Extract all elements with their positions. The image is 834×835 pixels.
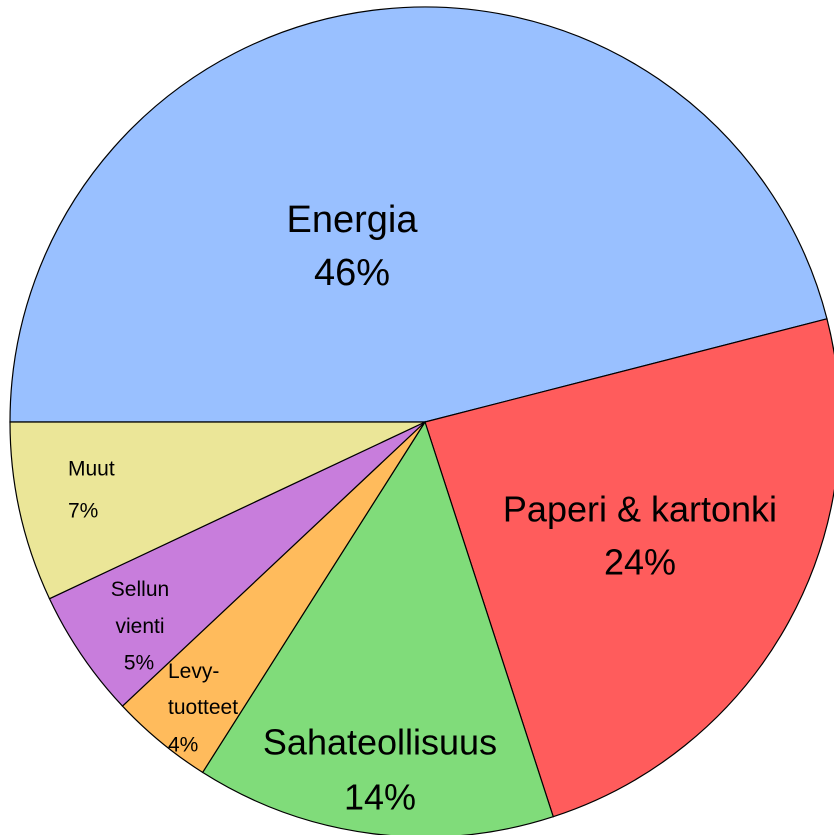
slice-label: Levy-tuotteet xyxy=(168,660,238,719)
label-line: tuotteet xyxy=(168,696,238,719)
slice-label: Paperi & kartonki xyxy=(503,489,777,530)
slice-value-label: 46% xyxy=(314,252,390,294)
slice-label: Energia xyxy=(287,199,419,241)
slice-value-label: 5% xyxy=(124,652,154,675)
label-line: Levy- xyxy=(168,660,219,683)
slice-value-label: 4% xyxy=(168,734,198,757)
pie-slice xyxy=(9,421,426,600)
label-line: vienti xyxy=(115,615,164,638)
slice-value-label: 7% xyxy=(68,500,98,523)
slice-label: Muut xyxy=(68,458,115,481)
slice-value-label: 14% xyxy=(344,777,416,818)
label-line: Sellun xyxy=(111,578,169,601)
slice-label: Sellun vienti xyxy=(111,578,169,638)
pie-slice xyxy=(9,6,828,423)
pie-slice xyxy=(424,318,834,818)
pie-slice xyxy=(201,420,554,835)
slice-label: Sahateollisuus xyxy=(263,722,497,763)
slice-value-label: 24% xyxy=(604,542,676,583)
